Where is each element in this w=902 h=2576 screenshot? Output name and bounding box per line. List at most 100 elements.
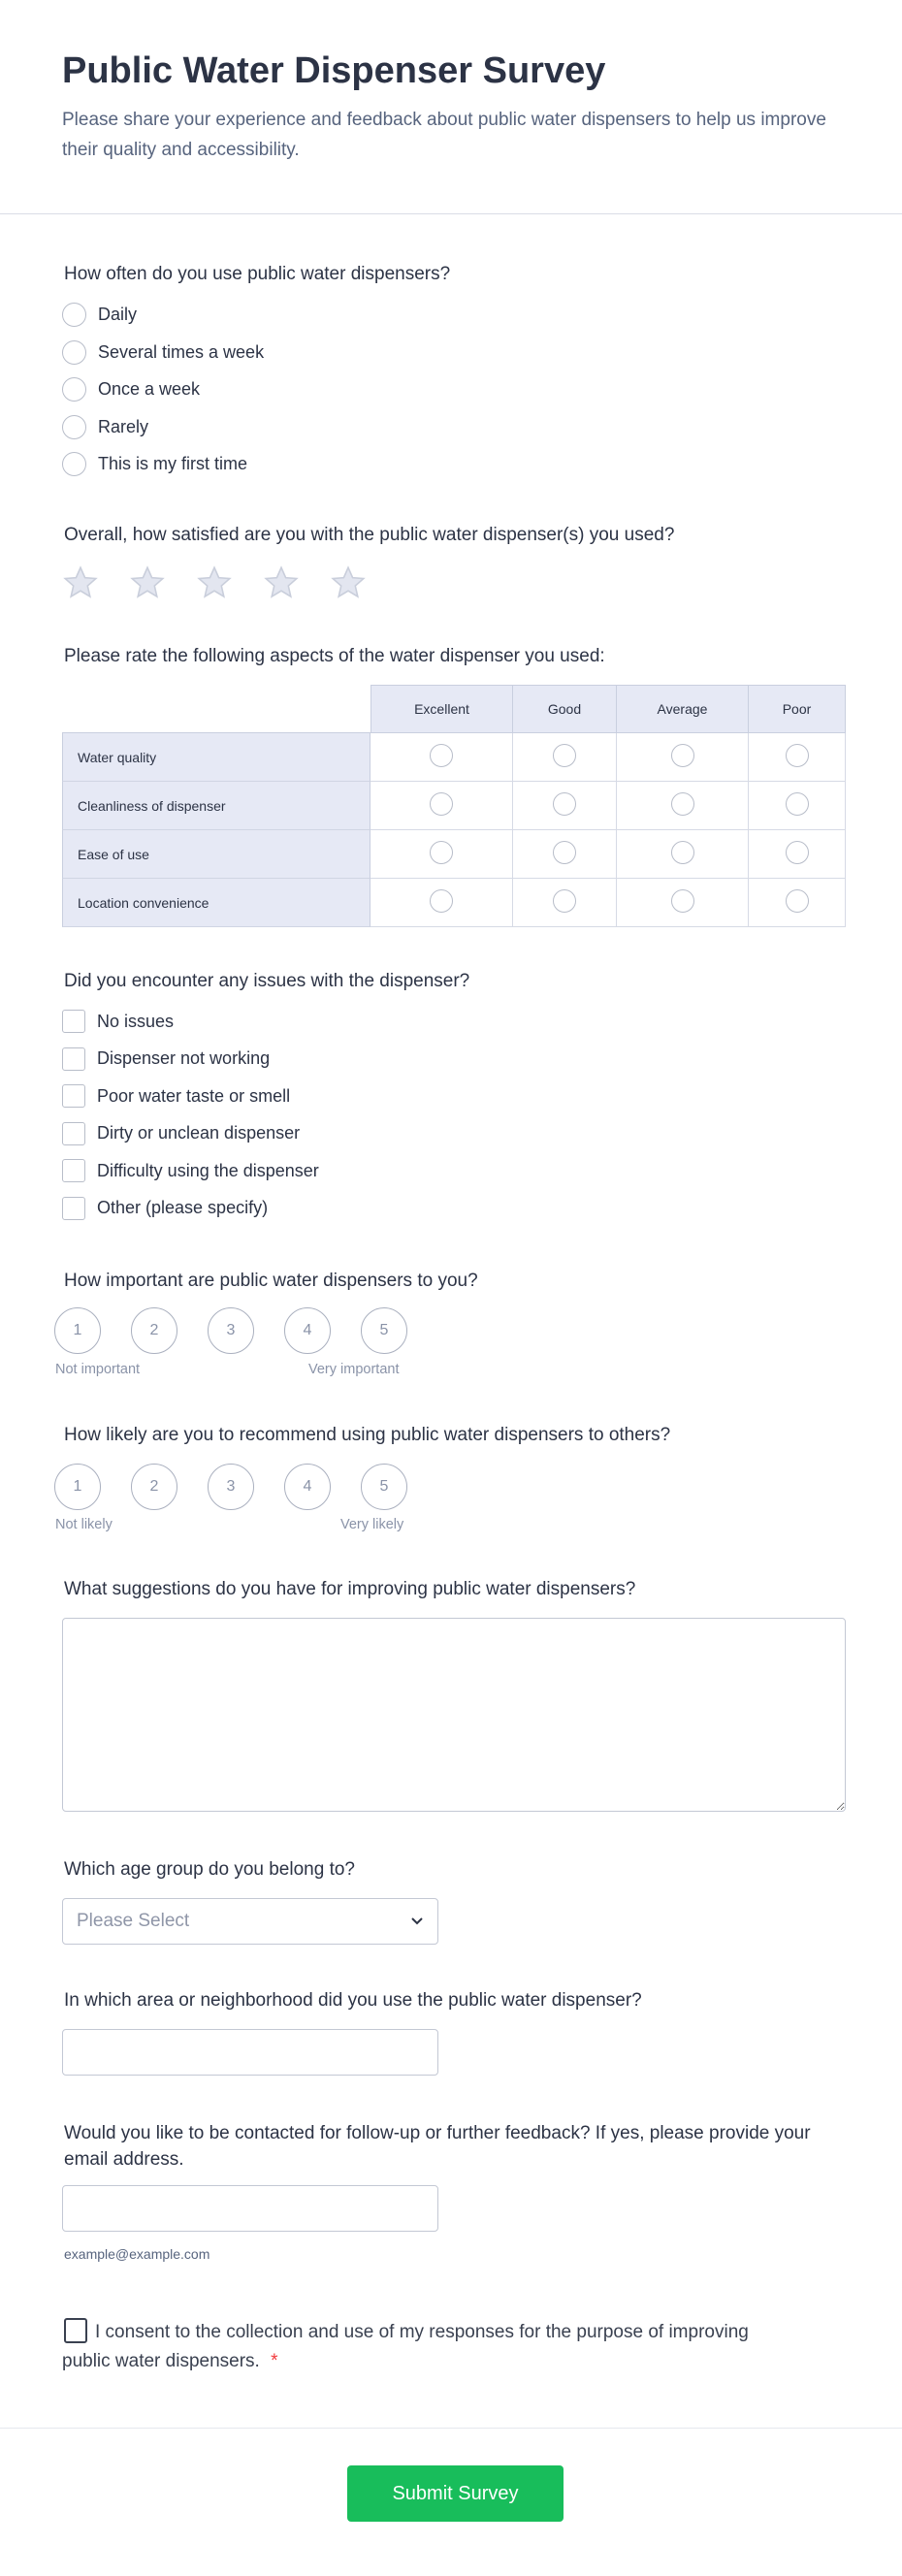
scale-option[interactable]: 3 [208, 1307, 254, 1354]
matrix-radio[interactable] [430, 889, 453, 913]
radio-button[interactable] [62, 303, 86, 327]
matrix-radio[interactable] [430, 744, 453, 767]
option-label: Several times a week [98, 341, 265, 362]
matrix-radio[interactable] [785, 792, 809, 816]
radio-option[interactable]: This is my first time [62, 452, 247, 476]
matrix-radio[interactable] [670, 744, 694, 767]
radio-button[interactable] [62, 414, 86, 439]
matrix-row: Water quality [62, 733, 846, 782]
matrix-radio[interactable] [553, 841, 576, 864]
star-icon[interactable] [129, 564, 166, 601]
scale-option[interactable]: 4 [284, 1464, 331, 1510]
consent-field: I consent to the collection and use of m… [62, 2318, 799, 2376]
checkbox[interactable] [62, 1196, 85, 1220]
radio-option[interactable]: Rarely [62, 414, 149, 439]
radio-button[interactable] [62, 377, 86, 402]
select-placeholder: Please Select [77, 1911, 190, 1931]
option-label: Daily [98, 305, 138, 324]
matrix-row: Location convenience [62, 879, 846, 927]
matrix-radio[interactable] [553, 889, 576, 913]
option-label: Rarely [98, 416, 149, 436]
matrix-radio[interactable] [670, 792, 694, 816]
option-label: Dirty or unclean dispenser [97, 1123, 301, 1143]
checkbox-option[interactable]: Dirty or unclean dispenser [62, 1121, 301, 1145]
consent-checkbox[interactable] [64, 2318, 87, 2343]
submit-button[interactable]: Submit Survey [347, 2465, 564, 2522]
checkbox[interactable] [62, 1159, 85, 1182]
question-email: Would you like to be contacted for follo… [64, 2123, 811, 2170]
checkbox-option[interactable]: Other (please specify) [62, 1196, 269, 1220]
checkbox[interactable] [62, 1121, 85, 1145]
scale-low-label: Not important [55, 1362, 141, 1377]
radio-button[interactable] [62, 452, 86, 476]
matrix-radio[interactable] [670, 841, 694, 864]
rating-matrix: Excellent Good Average Poor Water qualit… [62, 685, 846, 927]
matrix-radio[interactable] [785, 889, 809, 913]
question-recommend: How likely are you to recommend using pu… [64, 1425, 671, 1445]
scale-option[interactable]: 1 [54, 1464, 101, 1510]
email-input[interactable] [62, 2185, 438, 2232]
checkbox[interactable] [62, 1010, 85, 1033]
question-issues: Did you encounter any issues with the di… [64, 971, 470, 991]
row-label: Cleanliness of dispenser [62, 782, 370, 830]
checkbox-option[interactable]: Dispenser not working [62, 1046, 271, 1071]
radio-button[interactable] [62, 339, 86, 365]
matrix-radio[interactable] [785, 841, 809, 864]
radio-option[interactable]: Once a week [62, 377, 200, 402]
question-importance: How important are public water dispenser… [64, 1271, 478, 1291]
matrix-row: Ease of use [62, 830, 846, 879]
column-header: Good [513, 685, 617, 733]
star-icon[interactable] [263, 564, 300, 601]
scale-option[interactable]: 5 [361, 1307, 407, 1354]
divider [0, 213, 902, 214]
checkbox-option[interactable]: Poor water taste or smell [62, 1084, 290, 1108]
checkbox[interactable] [62, 1084, 85, 1108]
matrix-row: Cleanliness of dispenser [62, 782, 846, 830]
option-label: Difficulty using the dispenser [97, 1160, 319, 1180]
scale-option[interactable]: 1 [54, 1307, 101, 1354]
matrix-radio[interactable] [670, 889, 694, 913]
checkbox-option[interactable]: No issues [62, 1010, 174, 1033]
option-label: Dispenser not working [97, 1048, 271, 1068]
star-icon[interactable] [62, 564, 99, 601]
option-label: Other (please specify) [97, 1198, 269, 1217]
scale-option[interactable]: 3 [208, 1464, 254, 1510]
column-header: Average [617, 685, 749, 733]
scale-option[interactable]: 5 [361, 1464, 407, 1510]
matrix-radio[interactable] [553, 792, 576, 816]
checkbox-option[interactable]: Difficulty using the dispenser [62, 1159, 319, 1182]
chevron-down-icon [411, 1917, 423, 1925]
row-label: Water quality [62, 733, 370, 782]
question-suggestions: What suggestions do you have for improvi… [64, 1579, 636, 1599]
required-asterisk: * [271, 2351, 278, 2371]
suggestions-textarea[interactable] [62, 1618, 846, 1812]
scale-high-label: Very important [308, 1362, 400, 1377]
scale-option[interactable]: 2 [131, 1307, 177, 1354]
question-rate-aspects: Please rate the following aspects of the… [64, 646, 605, 666]
radio-option[interactable]: Daily [62, 303, 137, 327]
page-title: Public Water Dispenser Survey [62, 50, 606, 91]
star-icon[interactable] [196, 564, 233, 601]
email-hint: example@example.com [64, 2246, 210, 2262]
scale-option[interactable]: 2 [131, 1464, 177, 1510]
column-header: Excellent [370, 685, 513, 733]
matrix-radio[interactable] [430, 841, 453, 864]
page-subtitle: Please share your experience and feedbac… [62, 110, 826, 160]
divider [0, 2428, 902, 2429]
question-age-group: Which age group do you belong to? [64, 1859, 355, 1880]
option-label: Poor water taste or smell [97, 1085, 291, 1106]
row-label: Ease of use [62, 830, 370, 879]
matrix-radio[interactable] [553, 744, 576, 767]
matrix-radio[interactable] [430, 792, 453, 816]
radio-option[interactable]: Several times a week [62, 339, 265, 365]
scale-option[interactable]: 4 [284, 1307, 331, 1354]
matrix-radio[interactable] [785, 744, 809, 767]
checkbox[interactable] [62, 1046, 85, 1071]
row-label: Location convenience [62, 879, 370, 927]
star-icon[interactable] [330, 564, 367, 601]
column-header: Poor [749, 685, 846, 733]
age-group-select[interactable]: Please Select [62, 1898, 438, 1945]
scale-high-label: Very likely [340, 1517, 404, 1532]
area-input[interactable] [62, 2029, 438, 2076]
option-label: This is my first time [98, 454, 248, 473]
